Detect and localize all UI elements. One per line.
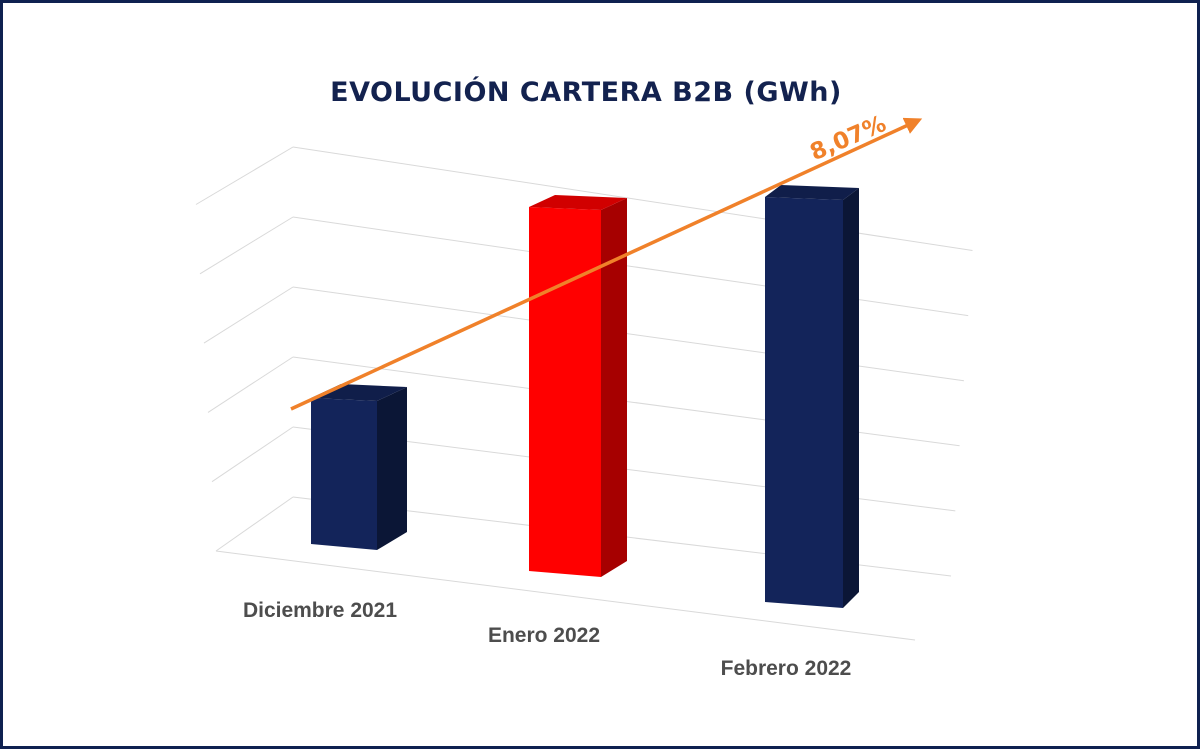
bar-top-face [765,185,859,200]
gridline-side [199,216,294,275]
bar-front-face [529,207,601,577]
gridline-side [215,496,294,552]
category-label-2: Enero 2022 [488,624,600,647]
bar-3 [765,185,859,608]
bar-top-face [529,195,627,210]
gridline-side [207,356,294,413]
bar-side-face [377,387,407,550]
gridline-side [195,146,294,205]
gridline-side [203,286,294,344]
bar-2 [529,195,627,577]
bar-chart-3d: EVOLUCIÓN CARTERA B2B (GWh) 8,07% Diciem… [195,76,973,680]
gridline-back [292,146,973,251]
trend-arrow [290,117,923,411]
category-label-3: Febrero 2022 [721,657,852,680]
bars [311,185,859,608]
bar-front-face [311,398,377,550]
bar-front-face [765,197,843,608]
gridline-back [292,286,964,382]
bar-side-face [843,188,859,608]
category-labels: Diciembre 2021 Enero 2022 Febrero 2022 [243,599,851,680]
category-label-1: Diciembre 2021 [243,599,397,622]
trend-label: 8,07% [806,111,890,166]
gridline-side [211,426,294,483]
bar-side-face [601,198,627,577]
bar-1 [311,384,407,550]
chart-title: EVOLUCIÓN CARTERA B2B (GWh) [330,76,842,108]
floor-edge [215,550,916,641]
